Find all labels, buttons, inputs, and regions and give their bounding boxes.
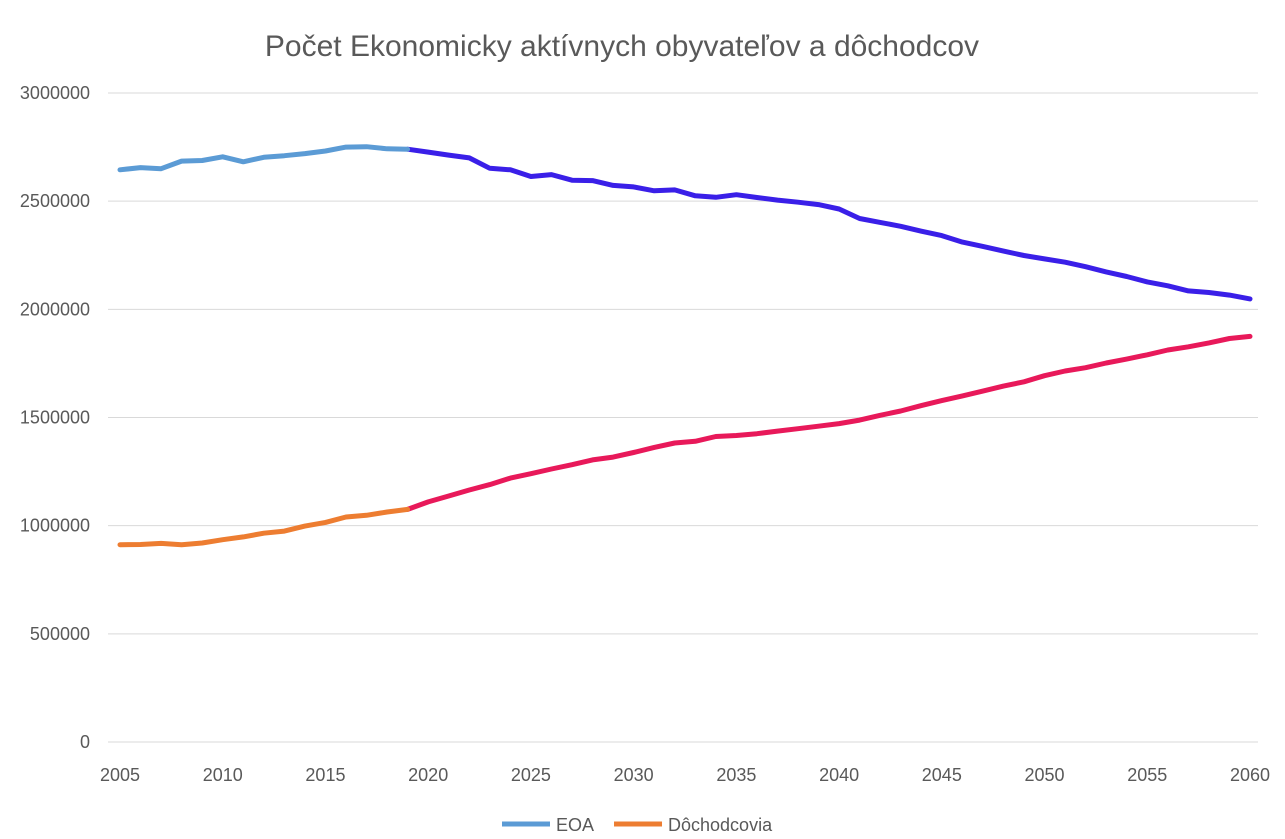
y-tick-label: 1500000 bbox=[20, 408, 90, 428]
x-tick-label: 2035 bbox=[716, 765, 756, 785]
legend: EOA Dôchodcovia bbox=[502, 815, 773, 835]
y-tick-label: 3000000 bbox=[20, 83, 90, 103]
y-tick-label: 0 bbox=[80, 732, 90, 752]
x-tick-label: 2050 bbox=[1025, 765, 1065, 785]
legend-label-d-chodcovia: Dôchodcovia bbox=[668, 815, 773, 835]
y-tick-label: 2500000 bbox=[20, 191, 90, 211]
x-tick-label: 2010 bbox=[203, 765, 243, 785]
x-axis-ticks: 2005 2010 2015 2020 2025 2030 2035 2040 2045 2050… bbox=[100, 765, 1270, 785]
x-tick-label: 2030 bbox=[614, 765, 654, 785]
series-line-d-chodcovia-projection bbox=[405, 333, 1253, 512]
x-tick-label: 2005 bbox=[100, 765, 140, 785]
x-tick-label: 2055 bbox=[1127, 765, 1167, 785]
chart-title: Počet Ekonomicky aktívnych obyvateľov a … bbox=[265, 30, 979, 63]
y-tick-label: 2000000 bbox=[20, 299, 90, 319]
series-line-eoa-projection bbox=[405, 146, 1253, 302]
y-axis-ticks: 0 500000 1000000 1500000 2000000 2500000 30000… bbox=[20, 83, 90, 752]
x-tick-label: 2015 bbox=[305, 765, 345, 785]
x-tick-label: 2020 bbox=[408, 765, 448, 785]
x-tick-label: 2040 bbox=[819, 765, 859, 785]
legend-label-eoa: EOA bbox=[556, 815, 594, 835]
x-tick-label: 2060 bbox=[1230, 765, 1270, 785]
series-lines bbox=[117, 144, 1253, 548]
x-tick-label: 2025 bbox=[511, 765, 551, 785]
y-tick-label: 1000000 bbox=[20, 516, 90, 536]
x-tick-label: 2045 bbox=[922, 765, 962, 785]
series-line-d-chodcovia bbox=[117, 506, 411, 548]
y-tick-label: 500000 bbox=[30, 624, 90, 644]
series-line-eoa bbox=[117, 144, 411, 173]
